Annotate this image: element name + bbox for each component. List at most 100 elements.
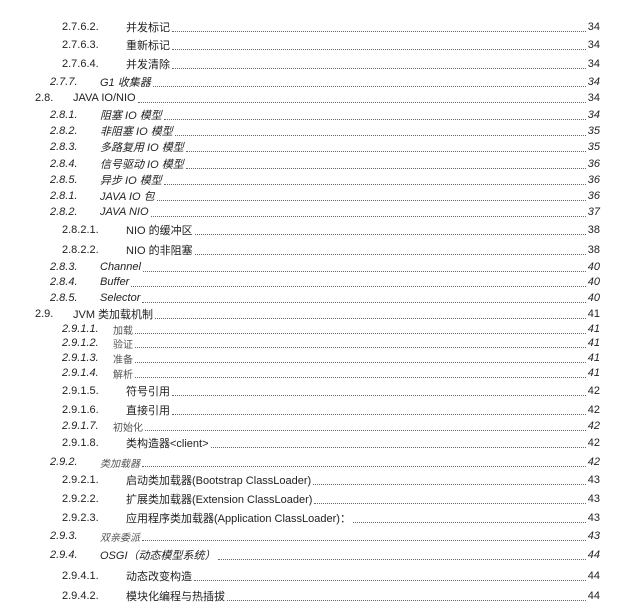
toc-entry-page: 42: [586, 437, 600, 449]
dot-leader: [175, 134, 588, 136]
toc-entry[interactable]: 2.7.6.3. 重新标记 34: [0, 37, 640, 53]
toc-entry[interactable]: 2.9.1.5. 符号引用 42: [0, 383, 640, 399]
toc-entry[interactable]: 2.8.5. 异步 IO 模型 36: [0, 172, 640, 188]
toc-entry[interactable]: 2.9.2.1. 启动类加载器(Bootstrap ClassLoader) 43: [0, 472, 640, 488]
toc-entry[interactable]: 2.9.1.4. 解析 41: [0, 365, 640, 381]
toc-entry-title[interactable]: 双亲委派: [100, 528, 142, 544]
toc-entry-page: 35: [586, 125, 600, 137]
toc-entry-title[interactable]: 异步 IO 模型: [100, 172, 164, 188]
toc-entry-title[interactable]: 并发清除: [126, 56, 172, 72]
toc-entry[interactable]: 2.9.2.3. 应用程序类加载器(Application ClassLoader…: [0, 510, 640, 526]
dot-leader: [151, 215, 588, 217]
toc-entry[interactable]: 2.8.2.2. NIO 的非阻塞 38: [0, 242, 640, 258]
toc-entry[interactable]: 2.9.1.3. 准备 41: [0, 350, 640, 366]
toc-entry[interactable]: 2.9.1.7. 初始化 42: [0, 418, 640, 434]
toc-entry-title[interactable]: 直接引用: [126, 402, 172, 418]
toc-entry-page: 42: [586, 385, 600, 397]
toc-entry-page: 36: [586, 158, 600, 170]
toc-entry-title[interactable]: 应用程序类加载器(Application ClassLoader)：: [126, 510, 353, 526]
toc-entry-page: 41: [586, 323, 600, 335]
toc-entry-title[interactable]: NIO 的缓冲区: [126, 222, 195, 238]
dot-leader: [164, 183, 588, 185]
toc-entry-page: 40: [586, 292, 600, 304]
toc-entry-number: 2.7.6.4.: [62, 58, 99, 70]
toc-entry[interactable]: 2.9.1.6. 直接引用 42: [0, 402, 640, 418]
toc-entry-title[interactable]: JAVA IO 包: [100, 188, 157, 204]
toc-entry-number: 2.9.3.: [50, 530, 78, 542]
toc-entry-title[interactable]: 验证: [113, 335, 135, 351]
toc-entry[interactable]: 2.9.2. 类加载器 42: [0, 454, 640, 470]
dot-leader: [218, 558, 588, 560]
dot-leader: [145, 429, 588, 431]
toc-entry-title[interactable]: 模块化编程与热插拔: [126, 588, 227, 604]
dot-leader: [131, 285, 588, 287]
toc-entry-title[interactable]: 阻塞 IO 模型: [100, 107, 164, 123]
toc-entry[interactable]: 2.8.3. 多路复用 IO 模型 35: [0, 139, 640, 155]
toc-entry-page: 34: [586, 92, 600, 104]
toc-entry-title[interactable]: 扩展类加载器(Extension ClassLoader): [126, 491, 315, 507]
toc-entry-title[interactable]: 信号驱动 IO 模型: [100, 156, 186, 172]
toc-entry-title[interactable]: 符号引用: [126, 383, 172, 399]
toc-entry-number: 2.8.1.: [50, 190, 78, 202]
toc-entry-title[interactable]: JAVA IO/NIO: [73, 92, 138, 104]
toc-entry[interactable]: 2.7.7. G1 收集器 34: [0, 74, 640, 90]
toc-entry[interactable]: 2.7.6.2. 并发标记 34: [0, 19, 640, 35]
toc-entry-title[interactable]: G1 收集器: [100, 74, 153, 90]
toc-entry-title[interactable]: 重新标记: [126, 37, 172, 53]
toc-entry[interactable]: 2.8. JAVA IO/NIO 34: [0, 90, 640, 106]
toc-entry-title[interactable]: 多路复用 IO 模型: [100, 139, 186, 155]
toc-entry-page: 43: [586, 493, 600, 505]
toc-entry-title[interactable]: 准备: [113, 350, 135, 366]
toc-entry[interactable]: 2.8.3. Channel 40: [0, 259, 640, 275]
toc-entry[interactable]: 2.8.2.1. NIO 的缓冲区 38: [0, 222, 640, 238]
toc-entry-title[interactable]: 解析: [113, 365, 135, 381]
toc-entry[interactable]: 2.8.1. JAVA IO 包 36: [0, 188, 640, 204]
dot-leader: [142, 465, 588, 467]
dot-leader: [211, 446, 588, 448]
toc-entry-page: 41: [586, 337, 600, 349]
toc-entry-title[interactable]: Buffer: [100, 276, 132, 288]
toc-entry[interactable]: 2.9.3. 双亲委派 43: [0, 528, 640, 544]
toc-entry[interactable]: 2.7.6.4. 并发清除 34: [0, 56, 640, 72]
toc-entry-page: 42: [586, 420, 600, 432]
toc-entry-title[interactable]: Channel: [100, 261, 143, 273]
toc-entry[interactable]: 2.9.2.2. 扩展类加载器(Extension ClassLoader) 43: [0, 491, 640, 507]
toc-entry[interactable]: 2.8.4. 信号驱动 IO 模型 36: [0, 156, 640, 172]
toc-entry[interactable]: 2.9.1.1. 加载 41: [0, 321, 640, 337]
toc-entry-page: 34: [586, 109, 600, 121]
toc-entry[interactable]: 2.8.4. Buffer 40: [0, 274, 640, 290]
toc-entry-page: 43: [586, 474, 600, 486]
toc-entry-page: 34: [586, 58, 600, 70]
toc-entry-title[interactable]: JVM 类加载机制: [73, 306, 156, 322]
toc-entry[interactable]: 2.8.2. 非阻塞 IO 模型 35: [0, 123, 640, 139]
toc-entry-title[interactable]: JAVA NIO: [100, 206, 151, 218]
toc-entry-title[interactable]: Selector: [100, 292, 143, 304]
dot-leader: [164, 118, 588, 120]
toc-entry-page: 41: [586, 367, 600, 379]
toc-entry[interactable]: 2.9.4. OSGI（动态模型系统） 44: [0, 547, 640, 563]
toc-entry-title[interactable]: 加载: [113, 321, 135, 337]
toc-entry-title[interactable]: OSGI（动态模型系统）: [100, 547, 218, 563]
toc-entry-number: 2.9.4.2.: [62, 590, 99, 602]
toc-entry[interactable]: 2.8.1. 阻塞 IO 模型 34: [0, 107, 640, 123]
toc-entry[interactable]: 2.9.1.2. 验证 41: [0, 335, 640, 351]
toc-entry[interactable]: 2.8.5. Selector 40: [0, 290, 640, 306]
toc-entry[interactable]: 2.9.4.1. 动态改变构造 44: [0, 568, 640, 584]
toc-entry-title[interactable]: 类构造器<client>: [126, 435, 211, 451]
toc-entry-title[interactable]: 初始化: [113, 418, 145, 434]
toc-entry[interactable]: 2.9. JVM 类加载机制 41: [0, 306, 640, 322]
toc-entry[interactable]: 2.9.1.8. 类构造器<client> 42: [0, 435, 640, 451]
toc-entry-number: 2.9.2.1.: [62, 474, 99, 486]
toc-entry-title[interactable]: 启动类加载器(Bootstrap ClassLoader): [126, 472, 314, 488]
toc-entry-title[interactable]: 非阻塞 IO 模型: [100, 123, 175, 139]
dot-leader: [135, 361, 588, 363]
toc-entry-title[interactable]: 类加载器: [100, 454, 142, 470]
toc-entry[interactable]: 2.9.4.2. 模块化编程与热插拔 44: [0, 588, 640, 604]
toc-entry-number: 2.8.5.: [50, 174, 78, 186]
toc-entry-title[interactable]: NIO 的非阻塞: [126, 242, 195, 258]
toc-entry-title[interactable]: 动态改变构造: [126, 568, 194, 584]
toc-entry-title[interactable]: 并发标记: [126, 19, 172, 35]
toc-entry-number: 2.9.1.3.: [62, 352, 99, 364]
dot-leader: [142, 539, 588, 541]
toc-entry[interactable]: 2.8.2. JAVA NIO 37: [0, 204, 640, 220]
